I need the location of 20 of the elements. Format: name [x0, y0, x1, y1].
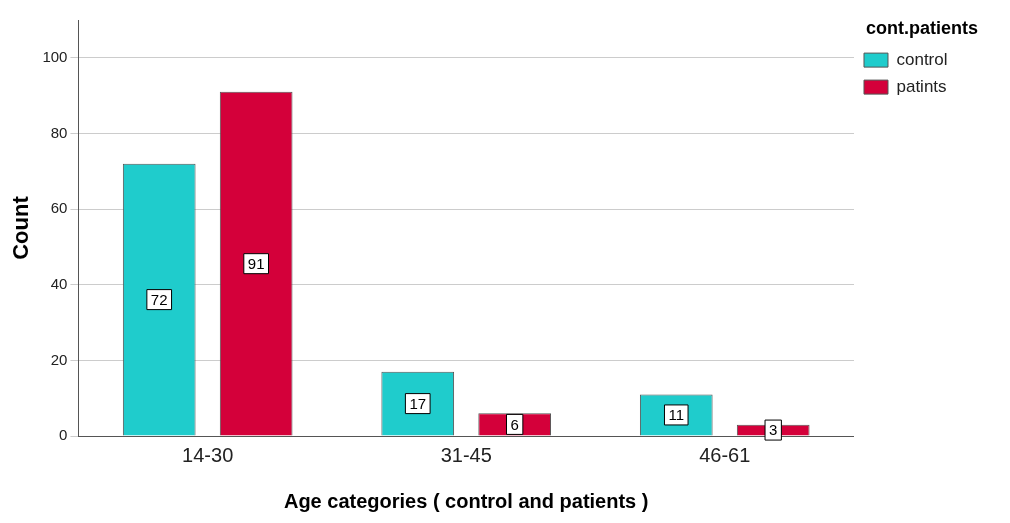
data-label: 11	[668, 406, 685, 424]
data-label: 72	[150, 290, 168, 308]
y-tick-label: 100	[42, 47, 68, 65]
y-tick-label: 40	[50, 274, 68, 292]
data-label: 91	[247, 254, 265, 272]
y-tick-label: 80	[50, 123, 68, 141]
legend-title: cont.patients	[865, 17, 978, 38]
x-tick-label: 14-30	[182, 443, 234, 466]
data-label: 3	[769, 421, 778, 439]
y-tick-label: 60	[50, 199, 68, 217]
x-tick-label: 31-45	[440, 443, 492, 466]
legend-label: control	[896, 49, 948, 69]
x-tick-label: 46-61	[699, 443, 751, 466]
y-tick-label: 20	[50, 350, 68, 368]
legend-label: patints	[896, 76, 947, 96]
x-axis-title: Age categories ( control and patients )	[283, 489, 649, 512]
data-label: 17	[409, 394, 427, 412]
y-axis-title: Count	[8, 195, 34, 260]
data-label: 6	[510, 415, 519, 433]
y-tick-label: 0	[59, 426, 68, 444]
